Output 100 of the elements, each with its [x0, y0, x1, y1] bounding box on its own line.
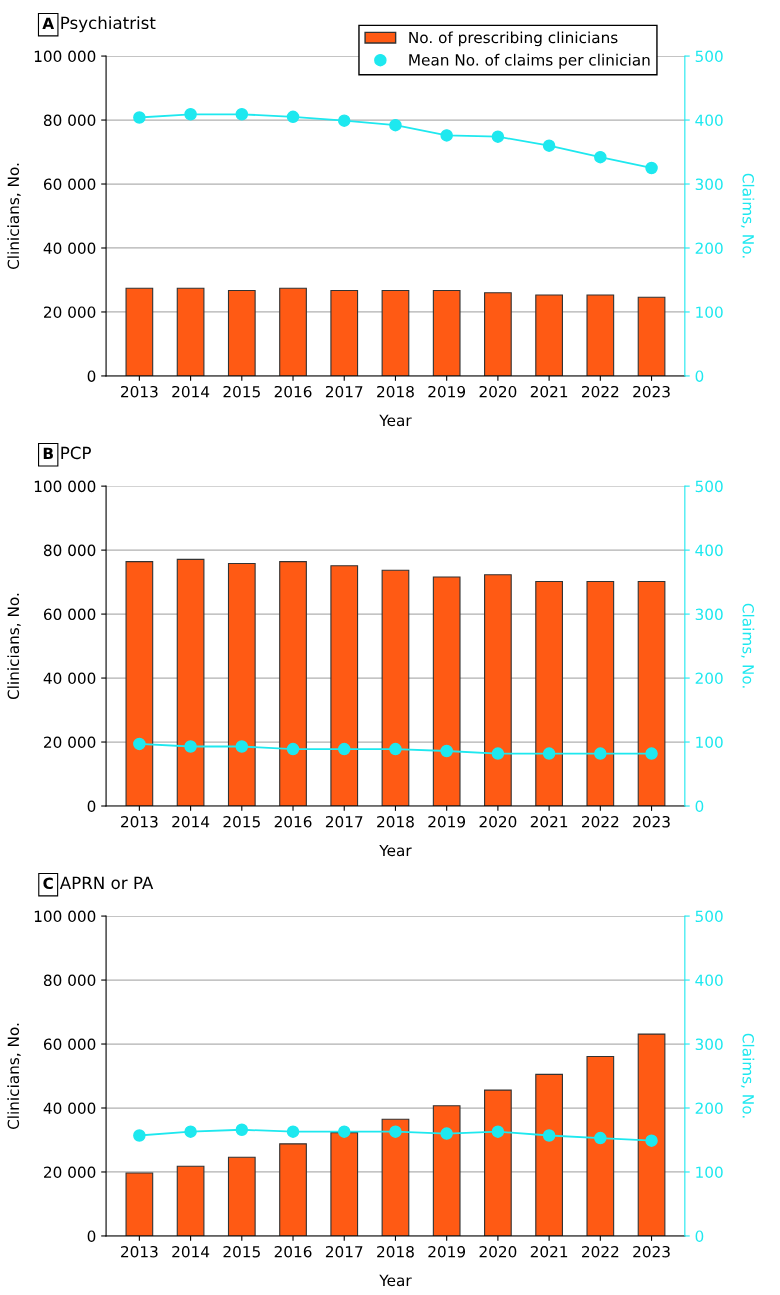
- y-tick-label: 20 000: [44, 736, 96, 749]
- y-tick-label: 60 000: [43, 1038, 96, 1051]
- y-tick-label: 80 000: [43, 544, 96, 557]
- point: [235, 108, 249, 121]
- bar: [176, 1165, 205, 1236]
- point: [184, 1125, 197, 1138]
- x-tick-label: 2018: [377, 816, 414, 828]
- point: [542, 1129, 556, 1142]
- y-tick-label: 60 000: [43, 608, 96, 621]
- point: [184, 108, 197, 121]
- y2-tick-label: 200: [695, 672, 723, 685]
- x-tick-label: 2020: [479, 1245, 517, 1258]
- bar: [279, 1143, 307, 1236]
- point: [337, 742, 351, 756]
- bar: [535, 1073, 563, 1236]
- y2-axis-title: Claims, No.: [740, 173, 755, 258]
- point: [389, 742, 402, 756]
- y2-tick-label: 300: [695, 608, 723, 621]
- text: C: [43, 877, 53, 890]
- bar: [330, 1132, 359, 1236]
- bar: [125, 1172, 154, 1236]
- point: [133, 1129, 146, 1142]
- y-tick-label: 0: [87, 1230, 96, 1242]
- point: [235, 740, 249, 753]
- point: [542, 747, 556, 760]
- x-tick-label: 2018: [377, 385, 414, 398]
- point: [542, 139, 556, 152]
- bar: [586, 1055, 615, 1236]
- y-tick-label: 100 000: [34, 50, 96, 63]
- y2-tick-label: 0: [695, 370, 704, 382]
- point: [184, 740, 197, 753]
- legend-label: No. of prescribing clinicians: [409, 31, 618, 47]
- y2-tick-label: 500: [695, 480, 723, 493]
- x-tick-label: 2022: [582, 816, 619, 828]
- y2-tick-label: 100: [696, 306, 723, 318]
- x-tick-label: 2017: [325, 385, 363, 398]
- x-tick-label: 2016: [274, 1245, 312, 1258]
- x-tick-label: 2016: [274, 816, 312, 828]
- x-tick-label: 2022: [582, 385, 619, 398]
- point: [133, 737, 146, 751]
- x-tick-label: 2019: [428, 816, 466, 828]
- x-tick-label: 2015: [223, 385, 260, 398]
- y-tick-label: 80 000: [43, 974, 96, 987]
- y-tick-label: 60 000: [43, 178, 96, 191]
- x-tick-label: 2017: [325, 1245, 363, 1258]
- y2-tick-label: 300: [695, 178, 723, 191]
- y2-tick-label: 200: [695, 1102, 723, 1115]
- point: [286, 1125, 300, 1138]
- legend-label: Mean No. of claims per clinician: [409, 53, 650, 69]
- x-tick-label: 2017: [325, 816, 363, 828]
- y-tick-label: 20 000: [44, 1166, 96, 1178]
- bar: [637, 1033, 666, 1236]
- x-tick-label: 2013: [121, 385, 158, 398]
- point: [389, 1125, 402, 1138]
- point: [645, 161, 658, 175]
- x-axis-title: Year: [379, 844, 412, 857]
- point: [337, 1125, 351, 1138]
- x-tick-label: 2013: [121, 1245, 158, 1258]
- x-tick-label: 2023: [633, 385, 670, 398]
- y-tick-label: 0: [87, 370, 96, 382]
- text: A: [42, 17, 55, 29]
- x-tick-label: 2019: [428, 1245, 466, 1258]
- y2-tick-label: 0: [695, 1230, 704, 1242]
- point: [389, 118, 402, 132]
- y-axis-title: Clinicians, No.: [7, 593, 21, 700]
- point: [491, 747, 505, 760]
- bar: [432, 1105, 461, 1236]
- point: [645, 1134, 658, 1147]
- x-tick-label: 2020: [479, 385, 517, 398]
- bar: [484, 1089, 512, 1236]
- y2-tick-label: 300: [695, 1038, 723, 1051]
- y2-tick-label: 500: [695, 50, 723, 63]
- y2-tick-label: 400: [695, 974, 723, 987]
- y-axis-title: Clinicians, No.: [7, 1023, 21, 1130]
- point: [594, 150, 607, 164]
- point: [491, 130, 505, 143]
- x-tick-label: 2023: [633, 816, 670, 828]
- x-tick-label: 2021: [530, 385, 568, 398]
- point: [133, 111, 146, 124]
- bar: [381, 1118, 410, 1236]
- chart-title: PCP: [61, 446, 91, 460]
- y2-tick-label: 100: [696, 736, 723, 749]
- y2-tick-label: 400: [695, 544, 723, 557]
- y-tick-label: 100 000: [34, 910, 96, 923]
- point: [594, 747, 607, 760]
- y-tick-label: 40 000: [43, 1102, 96, 1115]
- x-tick-label: 2013: [121, 816, 158, 828]
- y2-tick-label: 0: [695, 800, 704, 813]
- x-tick-label: 2021: [530, 1245, 568, 1258]
- x-tick-label: 2014: [172, 1245, 210, 1258]
- y2-tick-label: 100: [696, 1166, 723, 1178]
- x-tick-label: 2015: [223, 816, 260, 828]
- y2-tick-label: 400: [695, 114, 723, 127]
- point: [440, 129, 453, 142]
- x-tick-label: 2022: [582, 1245, 619, 1258]
- y-tick-label: 20 000: [44, 306, 96, 318]
- point: [440, 744, 453, 758]
- chart-title: APRN or PA: [59, 876, 154, 890]
- point: [235, 1123, 249, 1137]
- x-tick-label: 2023: [633, 1245, 670, 1258]
